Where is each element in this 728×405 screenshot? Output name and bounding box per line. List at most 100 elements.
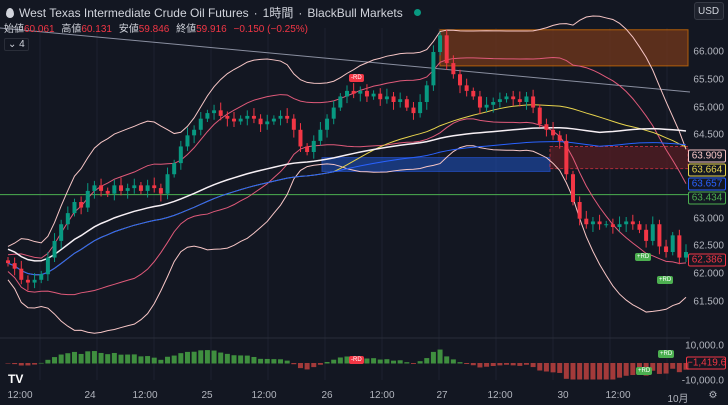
histogram-bar bbox=[617, 363, 623, 378]
histogram-bar bbox=[18, 363, 24, 366]
histogram-bar bbox=[484, 363, 490, 367]
histogram-bar bbox=[118, 354, 124, 364]
candle-body bbox=[358, 90, 363, 94]
candle-body bbox=[258, 118, 263, 125]
candle-body bbox=[225, 115, 230, 119]
histogram-bar bbox=[65, 353, 71, 364]
candle-body bbox=[451, 63, 456, 75]
candle-body bbox=[45, 257, 50, 275]
histogram-bar bbox=[231, 355, 237, 364]
trend-line bbox=[0, 27, 691, 93]
candle-body bbox=[238, 118, 243, 122]
histogram-bar bbox=[131, 354, 137, 364]
histogram-bar bbox=[297, 363, 303, 369]
candle-body bbox=[265, 121, 270, 125]
histogram-bar bbox=[676, 363, 682, 373]
histogram-bar bbox=[32, 363, 38, 365]
histogram-bar bbox=[324, 361, 330, 364]
histogram-bar bbox=[537, 363, 543, 371]
candle-body bbox=[657, 224, 662, 247]
symbol-title: West Texas Intermediate Crude Oil Future… bbox=[19, 5, 249, 20]
price-tick: 62.500 bbox=[693, 240, 724, 252]
indicators-toggle[interactable]: ⌄ 4 bbox=[4, 38, 29, 51]
candle-body bbox=[484, 104, 489, 108]
histogram-bar bbox=[218, 352, 224, 364]
candle-body bbox=[524, 96, 529, 103]
candle-body bbox=[458, 74, 462, 86]
plus-rd-marker: +RD bbox=[658, 350, 675, 358]
histogram-bar bbox=[151, 357, 157, 364]
candle-body bbox=[251, 115, 256, 119]
candle-body bbox=[212, 110, 217, 114]
candle-body bbox=[571, 174, 575, 203]
bollinger-lower bbox=[7, 145, 687, 334]
candle-body bbox=[158, 188, 163, 194]
candle-body bbox=[331, 107, 336, 119]
osc-tick: -10,000.0 bbox=[681, 375, 724, 387]
histogram-bar bbox=[570, 363, 576, 380]
candle-body bbox=[112, 185, 117, 194]
histogram-bar bbox=[583, 363, 589, 380]
candle-body bbox=[291, 118, 296, 130]
histogram-bar bbox=[58, 354, 64, 364]
histogram-bar bbox=[464, 363, 470, 365]
histogram-bar bbox=[444, 356, 450, 364]
candle-body bbox=[172, 163, 177, 175]
settings-icon[interactable]: ⚙ bbox=[708, 390, 718, 401]
symbol-header[interactable]: West Texas Intermediate Crude Oil Future… bbox=[6, 4, 421, 21]
candle-body bbox=[411, 107, 416, 114]
plus-rd-marker: +RD bbox=[657, 276, 674, 284]
candle-body bbox=[278, 115, 283, 119]
histogram-bar bbox=[337, 357, 343, 364]
currency-button[interactable]: USD bbox=[694, 2, 724, 20]
histogram-bar bbox=[623, 363, 629, 376]
histogram-bar bbox=[377, 359, 383, 364]
candle-body bbox=[85, 190, 90, 208]
candle-body bbox=[59, 224, 64, 241]
histogram-bar bbox=[98, 352, 104, 364]
histogram-bar bbox=[610, 363, 616, 380]
price-tick: 61.500 bbox=[693, 296, 724, 308]
inner-lower-band bbox=[7, 118, 687, 296]
histogram-bar bbox=[497, 363, 503, 366]
candle-body bbox=[391, 96, 396, 103]
time-tick: 10月 bbox=[667, 394, 689, 405]
candle-body bbox=[584, 218, 589, 225]
histogram-bar bbox=[178, 353, 184, 364]
candle-body bbox=[431, 52, 436, 86]
candle-body bbox=[557, 135, 562, 141]
osc-current-label: −1,419.6 bbox=[686, 356, 727, 370]
histogram-bar bbox=[577, 363, 583, 380]
candle-body bbox=[25, 279, 30, 283]
histogram-bar bbox=[125, 354, 131, 364]
tradingview-logo[interactable]: TV bbox=[8, 372, 24, 386]
histogram-bar bbox=[417, 361, 423, 364]
price-label: 63.909 bbox=[688, 149, 726, 163]
candle-body bbox=[577, 202, 582, 219]
candle-body bbox=[504, 96, 509, 100]
time-tick: 26 bbox=[321, 390, 333, 401]
histogram-bar bbox=[85, 351, 91, 364]
candle-body bbox=[551, 129, 556, 136]
candle-body bbox=[378, 93, 383, 100]
candle-body bbox=[198, 118, 203, 130]
candle-body bbox=[165, 174, 170, 194]
histogram-bar bbox=[517, 363, 523, 366]
time-tick: 12:00 bbox=[487, 390, 513, 401]
histogram-bar bbox=[384, 359, 390, 364]
histogram-bar bbox=[550, 363, 556, 373]
price-tick: 65.500 bbox=[693, 74, 724, 86]
candle-body bbox=[138, 185, 143, 191]
histogram-bar bbox=[244, 355, 250, 364]
histogram-bar bbox=[138, 356, 144, 364]
candle-body bbox=[218, 110, 223, 116]
price-tick: 64.500 bbox=[693, 129, 724, 141]
histogram-bar bbox=[291, 363, 297, 365]
candle-body bbox=[537, 107, 542, 125]
candle-body bbox=[192, 129, 197, 136]
interval[interactable]: 1時間 bbox=[262, 6, 294, 20]
histogram-bar bbox=[603, 363, 609, 380]
candle-body bbox=[6, 260, 10, 264]
candle-body bbox=[404, 99, 409, 108]
